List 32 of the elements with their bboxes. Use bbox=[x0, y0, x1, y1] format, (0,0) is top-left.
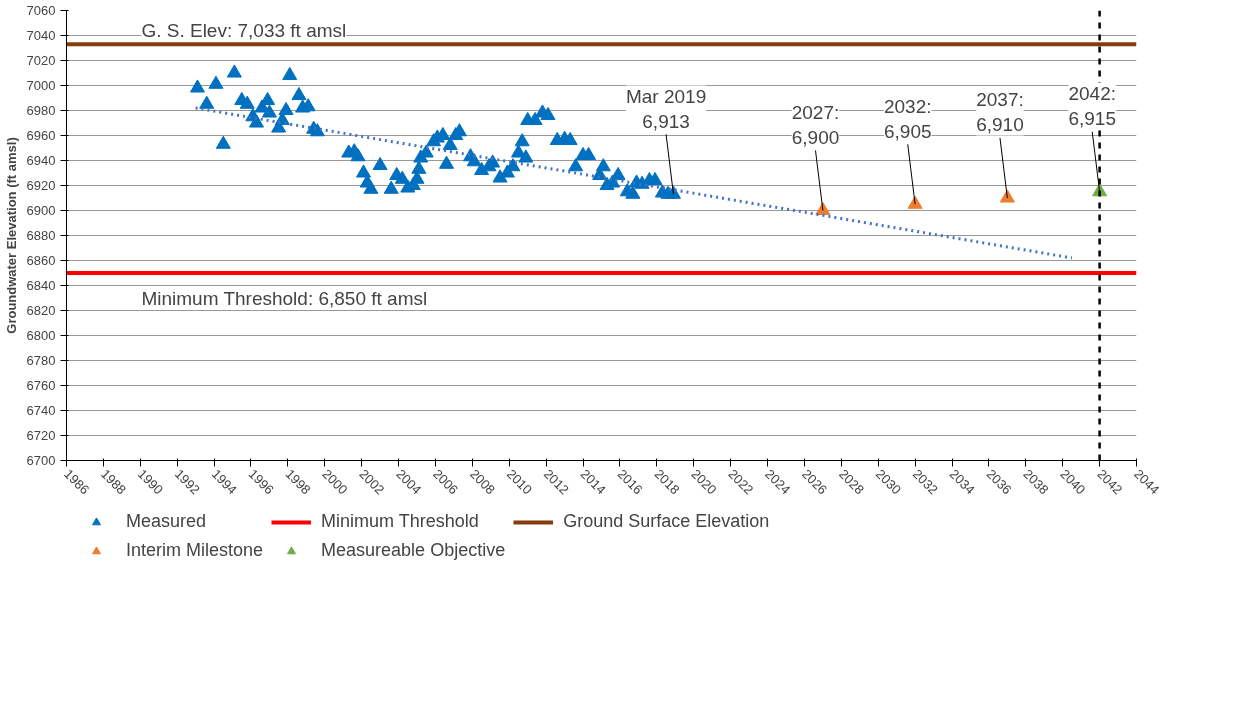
y-tick-label: 6700 bbox=[26, 453, 56, 468]
y-tick-label: 7040 bbox=[26, 28, 56, 43]
legend-label: Measured bbox=[126, 511, 207, 532]
annotation: Minimum Threshold: 6,850 ft amsl bbox=[141, 288, 428, 309]
y-tick-label: 6720 bbox=[26, 428, 56, 443]
annotation: G. S. Elev: 7,033 ft amsl bbox=[141, 20, 347, 42]
y-tick-label: 6820 bbox=[26, 303, 56, 318]
annotation: 2027: 6,900 bbox=[791, 101, 840, 148]
annotation: 2042: 6,915 bbox=[1068, 83, 1116, 130]
y-tick-label: 7000 bbox=[26, 78, 56, 93]
legend-label: Ground Surface Elevation bbox=[563, 511, 770, 532]
y-tick-label: 6960 bbox=[26, 128, 56, 143]
legend-label: Minimum Threshold bbox=[321, 511, 479, 532]
y-tick-label: 6840 bbox=[26, 278, 56, 293]
y-tick-label: 6800 bbox=[26, 328, 56, 343]
annotation: 2032: 6,905 bbox=[883, 95, 932, 142]
y-tick-label: 6760 bbox=[26, 378, 56, 393]
y-tick-label: 7060 bbox=[26, 3, 56, 18]
y-tick-label: 6880 bbox=[26, 228, 56, 243]
annotation: 2037: 6,910 bbox=[976, 89, 1024, 136]
y-tick-label: 6740 bbox=[26, 403, 56, 418]
legend-label: Measureable Objective bbox=[321, 540, 506, 561]
y-tick-label: 6900 bbox=[26, 203, 56, 218]
y-tick-label: 6860 bbox=[26, 253, 56, 268]
y-tick-label: 6920 bbox=[26, 178, 56, 193]
y-axis-title: Groundwater Elevation (ft amsl) bbox=[3, 137, 19, 334]
legend-label: Interim Milestone bbox=[126, 540, 264, 561]
y-tick-label: 7020 bbox=[26, 53, 56, 68]
y-tick-label: 6980 bbox=[26, 103, 56, 118]
y-tick-label: 6780 bbox=[26, 353, 56, 368]
y-tick-label: 6940 bbox=[26, 153, 56, 168]
annotation: Mar 2019 6,913 bbox=[625, 85, 707, 132]
